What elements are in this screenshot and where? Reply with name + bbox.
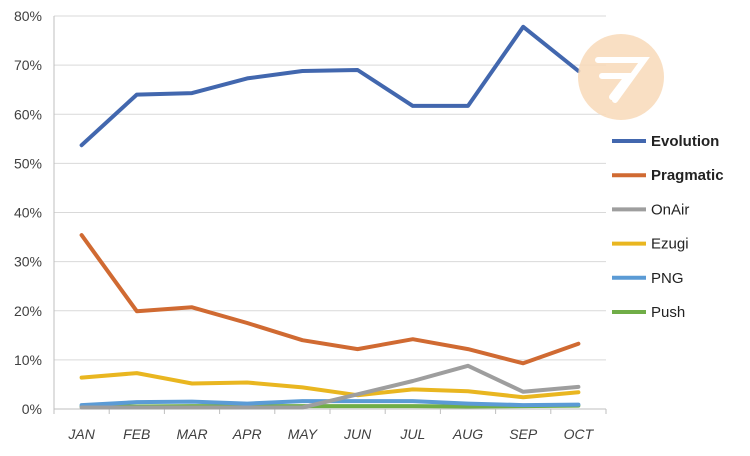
- x-tick-label: JUL: [399, 426, 425, 442]
- y-tick-label: 10%: [14, 352, 42, 368]
- y-tick-label: 70%: [14, 57, 42, 73]
- legend-label-evolution: Evolution: [651, 133, 719, 150]
- series-line-evolution: [79, 24, 581, 148]
- y-tick-label: 60%: [14, 106, 42, 122]
- watermark-logo: [578, 34, 664, 120]
- logo-arrow-icon: [595, 57, 650, 103]
- x-tick-label: SEP: [509, 426, 538, 442]
- gridlines: [54, 15, 606, 410]
- x-tick-label: FEB: [123, 426, 150, 442]
- series-line-pragmatic: [79, 233, 581, 366]
- x-tick-label: JAN: [67, 426, 95, 442]
- y-tick-label: 30%: [14, 254, 42, 270]
- x-tick-label: AUG: [452, 426, 483, 442]
- series-lines: [79, 24, 581, 410]
- legend-label-onair: OnAir: [651, 201, 689, 218]
- series-line-ezugi: [79, 371, 581, 400]
- x-tick-label: APR: [232, 426, 262, 442]
- x-tick-label: OCT: [564, 426, 595, 442]
- y-tick-label: 20%: [14, 303, 42, 319]
- legend-label-pragmatic: Pragmatic: [651, 167, 724, 184]
- legend-label-png: PNG: [651, 270, 684, 287]
- x-tick-label: JUN: [343, 426, 372, 442]
- legend-label-ezugi: Ezugi: [651, 236, 689, 253]
- y-tick-label: 40%: [14, 205, 42, 221]
- y-tick-label: 50%: [14, 155, 42, 171]
- y-tick-label: 80%: [14, 8, 42, 24]
- y-tick-label: 0%: [22, 401, 42, 417]
- legend: Evolution Pragmatic OnAir Ezugi PNG Push: [612, 133, 724, 321]
- x-tick-label: MAR: [176, 426, 207, 442]
- axes: 0% 10% 20% 30% 40% 50% 60% 70% 80% JAN FEB MAR APR MA…: [14, 8, 607, 442]
- series-line-onair: [79, 363, 581, 410]
- legend-label-push: Push: [651, 304, 685, 321]
- x-tick-label: MAY: [288, 426, 319, 442]
